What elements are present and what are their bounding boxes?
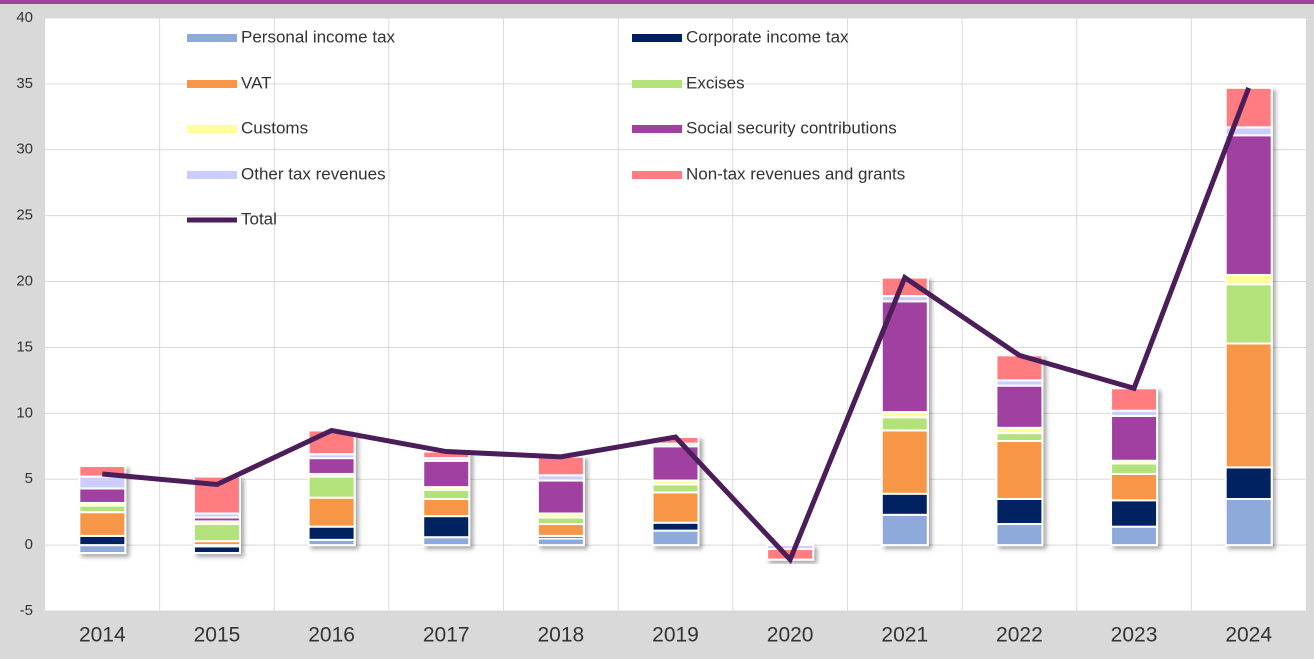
bar-segment (880, 492, 929, 516)
legend-label: Social security contributions (686, 118, 897, 137)
bar-segment (651, 483, 700, 494)
bar-segment (1110, 387, 1159, 412)
legend-label: Non-tax revenues and grants (686, 164, 905, 183)
x-tick-label: 2023 (1111, 624, 1158, 647)
bar-segment (536, 455, 585, 477)
bar-segment (1110, 499, 1159, 528)
x-tick-label: 2024 (1225, 624, 1272, 647)
bar-stack (880, 276, 929, 547)
x-tick-label: 2015 (194, 624, 241, 647)
bar-stack (995, 354, 1044, 547)
bar-segment (422, 515, 471, 539)
bar-segment (1224, 497, 1273, 547)
bar-segment (78, 487, 127, 504)
x-tick-label: 2020 (767, 624, 814, 647)
bar-segment (78, 475, 127, 490)
x-tick-label: 2022 (996, 624, 1043, 647)
bar-stack (1224, 86, 1273, 547)
legend-swatch (187, 34, 237, 42)
bar-segment (995, 432, 1044, 443)
y-tick-label: 25 (16, 207, 33, 224)
bar-segment (422, 497, 471, 518)
bar-segment (307, 457, 356, 475)
bar-segment (651, 521, 700, 532)
bar-segment (995, 440, 1044, 500)
y-tick-label: 40 (16, 9, 33, 26)
bar-segment (1224, 273, 1273, 286)
bar-segment (1110, 414, 1159, 462)
bar-segment (192, 523, 241, 543)
legend-label: Personal income tax (241, 27, 396, 46)
x-tick-label: 2017 (423, 624, 470, 647)
bar-segment (422, 459, 471, 489)
bar-segment (422, 488, 471, 500)
bar-segment (1224, 466, 1273, 500)
bar-stack (78, 465, 127, 555)
bar-stack (536, 455, 585, 547)
bar-segment (995, 384, 1044, 429)
legend-swatch (187, 125, 237, 133)
bar-segment (536, 479, 585, 515)
bar-segment (880, 429, 929, 495)
top-rule (0, 0, 1314, 4)
legend-swatch (632, 80, 682, 88)
y-tick-label: 0 (25, 536, 33, 553)
bar-segment (1224, 283, 1273, 345)
y-tick-label: -5 (20, 602, 33, 619)
x-tick-label: 2016 (308, 624, 355, 647)
bar-segment (307, 496, 356, 528)
bar-segment (78, 534, 127, 547)
bar-segment (78, 544, 127, 555)
legend-label: Customs (241, 118, 308, 137)
bar-segment (880, 416, 929, 432)
legend-label: Excises (686, 73, 745, 92)
bar-segment (995, 523, 1044, 547)
bar-segment (1110, 472, 1159, 502)
x-tick-label: 2014 (79, 624, 126, 647)
bar-segment (1110, 525, 1159, 547)
legend-swatch (632, 34, 682, 42)
y-tick-label: 20 (16, 273, 33, 290)
bar-segment (307, 475, 356, 499)
bar-segment (192, 545, 241, 555)
bar-segment (422, 536, 471, 547)
bar-segment (78, 465, 127, 478)
bar-stack (307, 429, 356, 547)
bar-stack (1110, 387, 1159, 547)
legend-label: Other tax revenues (241, 164, 386, 183)
legend-label: VAT (241, 73, 272, 92)
bar-segment (651, 491, 700, 524)
legend-swatch (187, 80, 237, 88)
legend-swatch (187, 171, 237, 179)
bar-stack (422, 450, 471, 547)
bar-segment (1224, 342, 1273, 469)
bar-segment (880, 513, 929, 547)
bar-segment (1224, 134, 1273, 276)
bar-segment (536, 523, 585, 537)
bar-segment (307, 525, 356, 541)
y-tick-label: 10 (16, 404, 33, 421)
x-tick-label: 2019 (652, 624, 699, 647)
y-tick-label: 5 (25, 470, 33, 487)
bar-segment (1110, 462, 1159, 475)
y-tick-label: 15 (16, 338, 33, 355)
legend-label: Corporate income tax (686, 27, 849, 46)
legend-label: Total (241, 209, 277, 228)
y-tick-label: 30 (16, 141, 33, 158)
x-tick-label: 2018 (538, 624, 585, 647)
legend-swatch (632, 125, 682, 133)
bar-segment (995, 497, 1044, 526)
bar-stack (192, 475, 241, 555)
bar-segment (78, 511, 127, 537)
x-tick-label: 2021 (881, 624, 928, 647)
total-line (102, 86, 1252, 565)
y-tick-label: 35 (16, 75, 33, 92)
bar-segment (651, 529, 700, 547)
legend-swatch (632, 171, 682, 179)
